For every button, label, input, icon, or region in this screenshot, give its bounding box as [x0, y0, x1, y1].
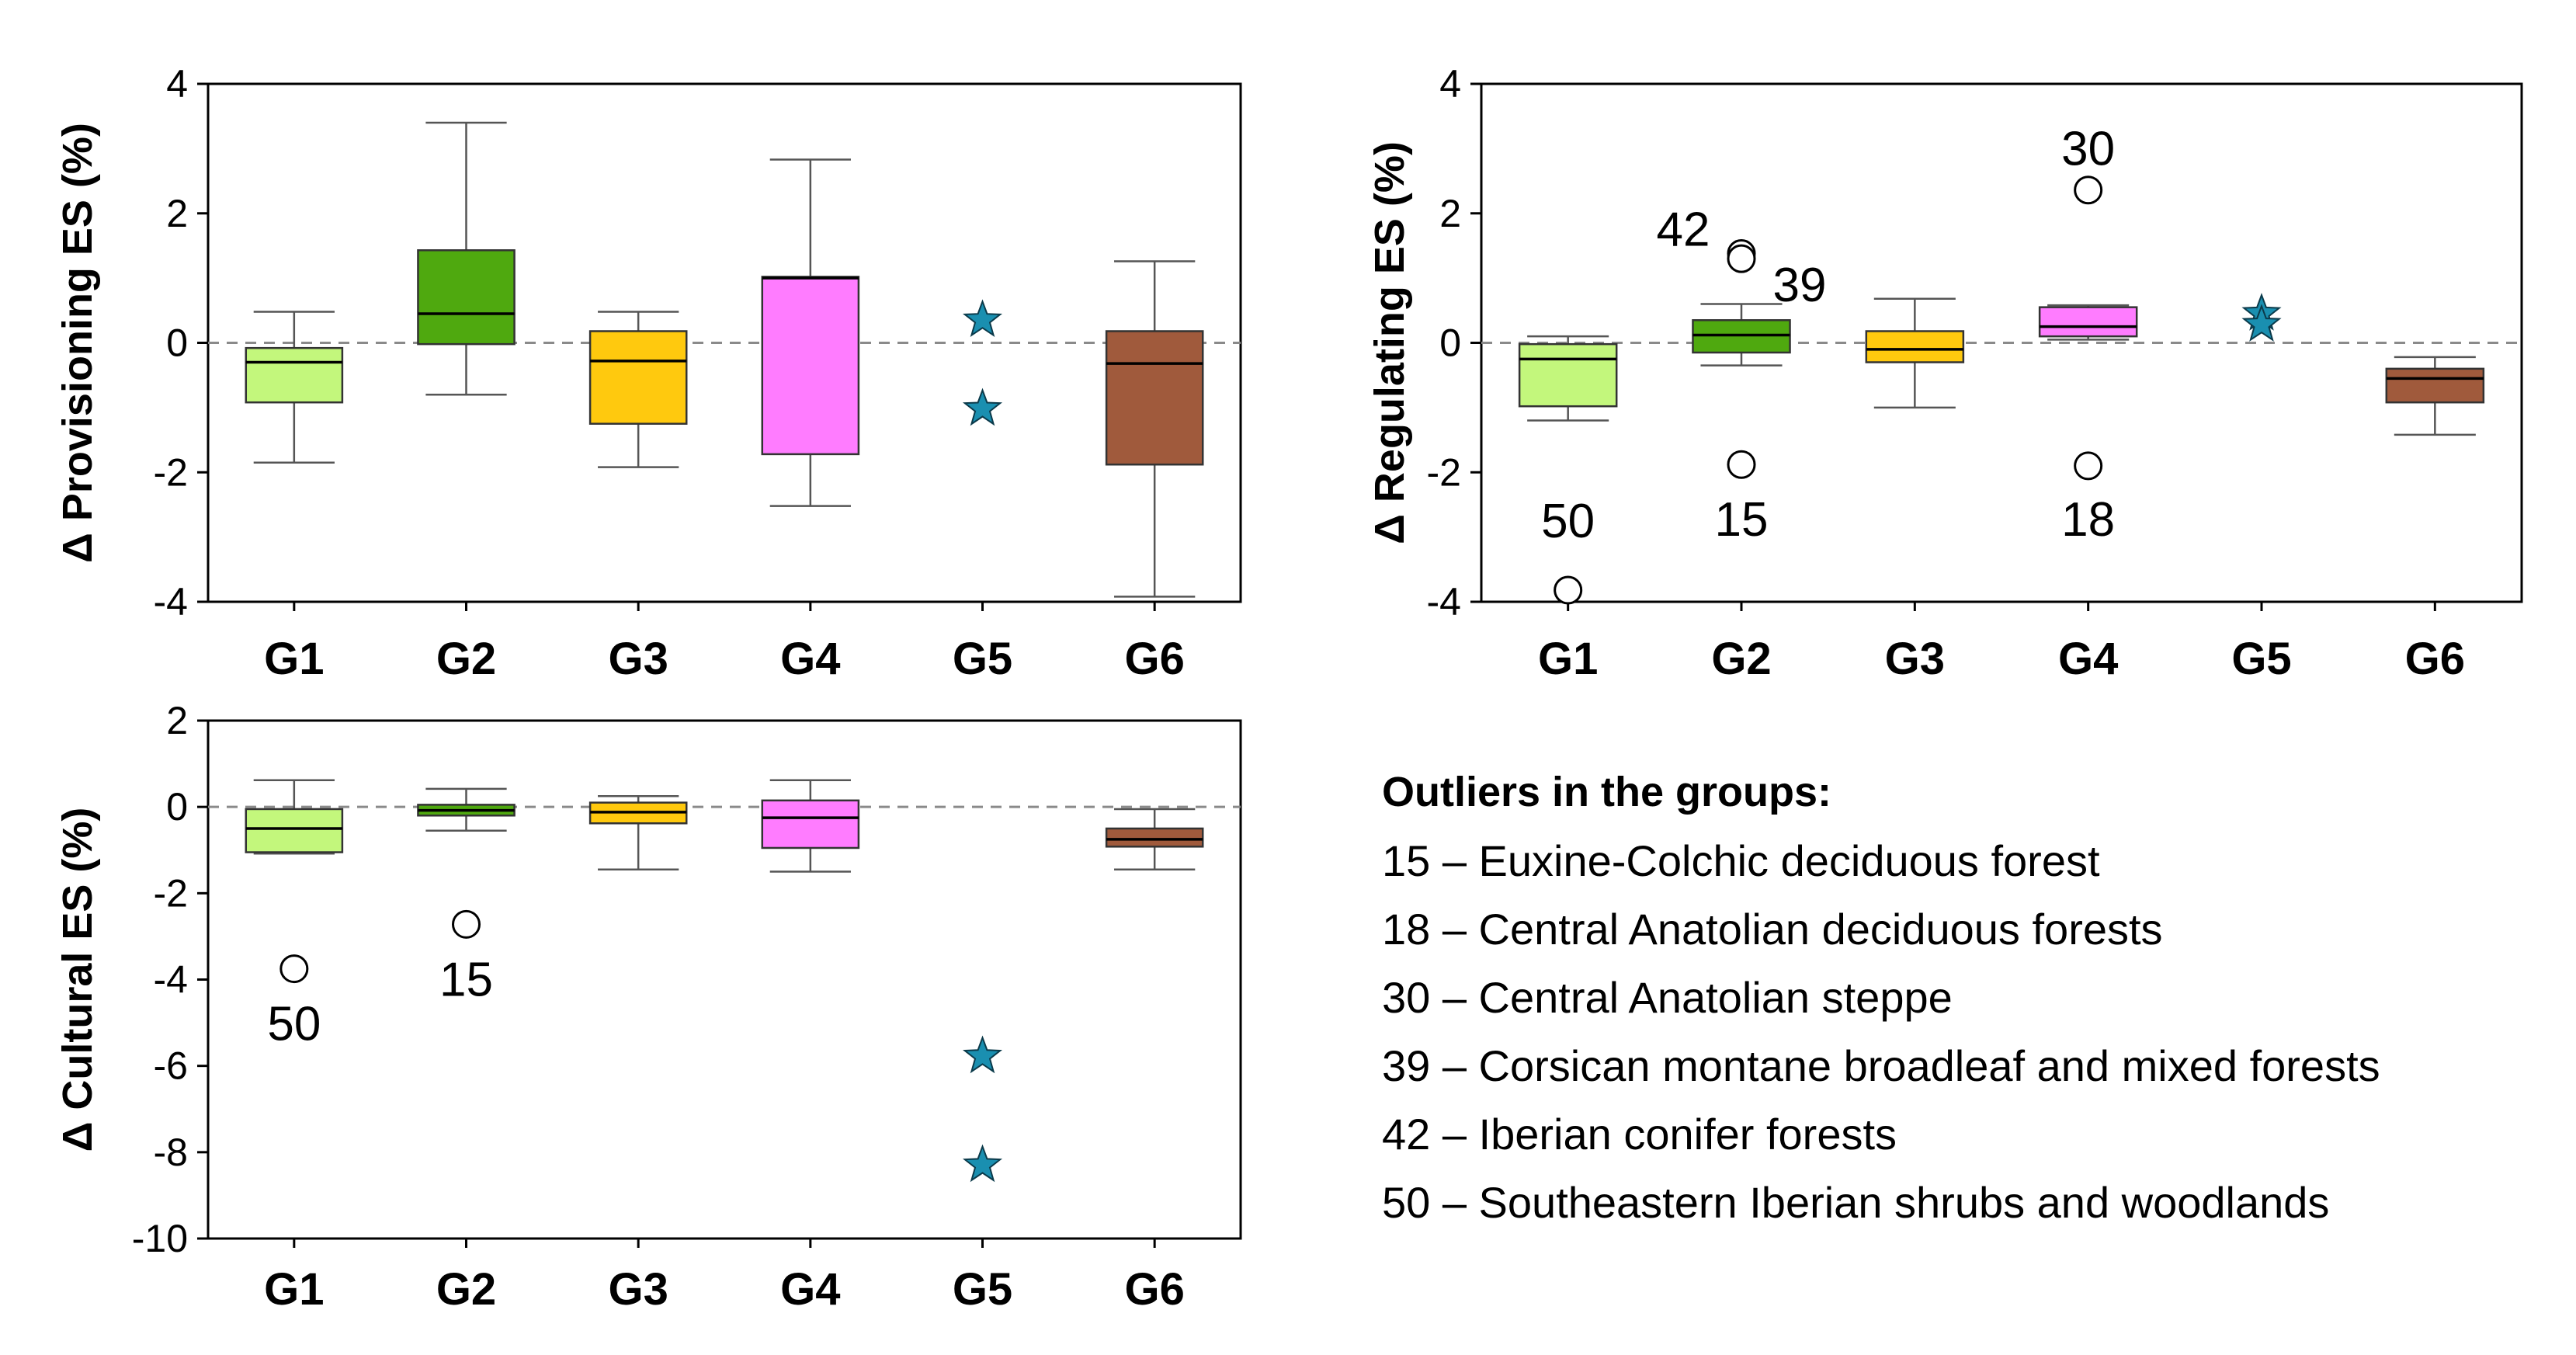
outlier-label: 50 — [267, 998, 321, 1051]
chart-panel-cultural: -10 -8 -6 -4 -2 0 2 Δ Cultural ES (%) G1 G2 G3 G4 G5… — [54, 699, 1242, 1315]
box-g2 — [417, 121, 516, 396]
y-tick-label: -8 — [154, 1131, 188, 1174]
box-g1 — [1518, 335, 1618, 422]
x-tick-label: G6 — [2405, 634, 2465, 684]
x-tick-label: G1 — [1538, 634, 1598, 684]
outlier-marker — [279, 954, 309, 984]
y-tick-label: 4 — [166, 62, 188, 106]
box-body — [2385, 367, 2485, 404]
legend-item: 50 – Southeastern Iberian shrubs and woo… — [1382, 1178, 2330, 1227]
box-g1 — [245, 779, 344, 855]
y-tick-label: -4 — [1427, 580, 1461, 624]
box-body — [2038, 306, 2138, 338]
box-g3 — [1865, 297, 1965, 409]
y-tick-label: -2 — [154, 871, 188, 915]
y-tick-label: 0 — [166, 785, 188, 829]
star-marker — [2241, 304, 2282, 342]
box-g2 — [1692, 303, 1791, 367]
box-body — [417, 249, 516, 346]
box-g3 — [588, 795, 688, 871]
y-tick-label: -10 — [132, 1217, 188, 1260]
box-body — [245, 808, 344, 853]
y-tick-label: 2 — [1439, 192, 1461, 235]
box-g3 — [588, 311, 688, 468]
box-body — [761, 799, 860, 849]
box-body — [588, 330, 688, 425]
x-tick-label: G5 — [2231, 634, 2291, 684]
x-tick-label: G1 — [264, 634, 324, 684]
y-tick-label: 4 — [1439, 62, 1461, 106]
box-g4 — [2038, 304, 2138, 341]
y-tick-label: 2 — [166, 699, 188, 742]
legend-item: 30 – Central Anatolian steppe — [1382, 973, 1953, 1022]
legend-item: 39 – Corsican montane broadleaf and mixe… — [1382, 1041, 2380, 1090]
x-tick-label: G2 — [436, 634, 496, 684]
legend-item: 18 – Central Anatolian deciduous forests — [1382, 905, 2163, 954]
y-axis-label: Δ Cultural ES (%) — [54, 808, 101, 1152]
box-g4 — [761, 158, 860, 507]
box-body — [245, 346, 344, 404]
box-body — [1105, 827, 1204, 848]
y-tick-label: 2 — [166, 192, 188, 235]
box-g6 — [1105, 260, 1204, 598]
x-tick-label: G2 — [1711, 634, 1771, 684]
x-tick-label: G4 — [2058, 634, 2118, 684]
outlier-label: 39 — [1773, 259, 1827, 312]
chart-panel-regulating: -4 -2 0 2 4 Δ Regulating ES (%) G1 G2 G3 G4 G5 G6 50… — [1366, 62, 2523, 684]
x-tick-label: G1 — [264, 1264, 324, 1315]
y-tick-label: 0 — [1439, 321, 1461, 365]
y-tick-label: -6 — [154, 1044, 188, 1088]
outlier-marker — [1727, 450, 1756, 479]
legend-item: 15 – Euxine-Colchic deciduous forest — [1382, 836, 2100, 885]
box-body — [1518, 342, 1618, 408]
outlier-label: 18 — [2061, 493, 2115, 547]
y-axis-label: Δ Provisioning ES (%) — [54, 123, 101, 563]
box-body — [1105, 330, 1204, 466]
outlier-label: 15 — [1715, 493, 1769, 547]
x-tick-label: G6 — [1124, 634, 1184, 684]
y-tick-label: 0 — [166, 321, 188, 365]
y-tick-label: -2 — [154, 450, 188, 494]
outlier-label: 50 — [1541, 495, 1595, 548]
box-g4 — [761, 779, 860, 873]
box-g6 — [1105, 808, 1204, 871]
x-tick-label: G4 — [780, 1264, 840, 1315]
outlier-marker — [2074, 175, 2103, 205]
x-tick-label: G4 — [780, 634, 840, 684]
box-body — [761, 276, 860, 456]
x-tick-label: G3 — [608, 634, 668, 684]
star-marker — [962, 1035, 1003, 1074]
y-axis-label: Δ Regulating ES (%) — [1366, 141, 1413, 544]
x-tick-label: G5 — [953, 634, 1012, 684]
star-marker — [962, 299, 1003, 338]
y-tick-label: -2 — [1427, 450, 1461, 494]
star-marker — [962, 1144, 1003, 1183]
x-tick-label: G5 — [953, 1264, 1012, 1315]
box-g6 — [2385, 356, 2485, 436]
outlier-marker — [452, 909, 481, 939]
outlier-marker — [2074, 451, 2103, 481]
outlier-legend: Outliers in the groups: 15 – Euxine-Colc… — [1382, 757, 2562, 1237]
outlier-label: 30 — [2061, 123, 2115, 176]
box-g2 — [417, 787, 516, 832]
chart-panel-provisioning: -4 -2 0 2 4 Δ Provisioning ES (%) G1 G2 G3 G4 G5 G6 — [54, 62, 1242, 684]
box-body — [1865, 330, 1965, 363]
box-g1 — [245, 311, 344, 464]
legend-item: 42 – Iberian conifer forests — [1382, 1110, 1897, 1159]
star-marker — [962, 387, 1003, 426]
outlier-label: 42 — [1657, 203, 1710, 256]
y-tick-label: -4 — [154, 580, 188, 624]
outlier-label: 15 — [439, 953, 493, 1006]
y-tick-label: -4 — [154, 958, 188, 1002]
x-tick-label: G3 — [608, 1264, 668, 1315]
x-tick-label: G2 — [436, 1264, 496, 1315]
legend-title: Outliers in the groups: — [1382, 769, 1832, 815]
x-tick-label: G3 — [1885, 634, 1945, 684]
outlier-marker — [1727, 244, 1756, 273]
outlier-marker — [1554, 575, 1583, 605]
x-tick-label: G6 — [1124, 1264, 1184, 1315]
plot-frame — [207, 719, 1242, 1240]
